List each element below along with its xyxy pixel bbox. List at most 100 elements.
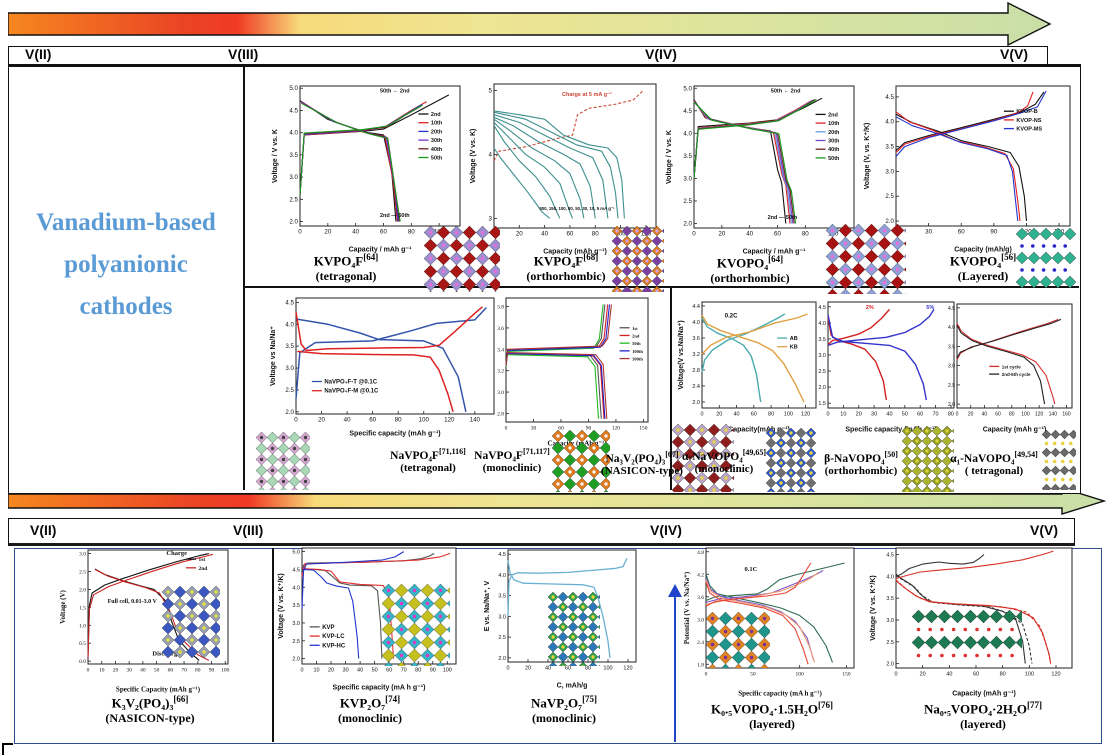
svg-text:30: 30 bbox=[925, 229, 932, 236]
svg-text:60: 60 bbox=[558, 426, 564, 432]
phase-label: (layered) bbox=[749, 717, 795, 732]
svg-text:10th: 10th bbox=[431, 121, 443, 127]
svg-text:150: 150 bbox=[639, 426, 648, 432]
svg-text:4.5: 4.5 bbox=[498, 552, 506, 558]
svg-text:150: 150 bbox=[842, 672, 851, 678]
svg-text:4: 4 bbox=[489, 151, 493, 158]
svg-text:2.0: 2.0 bbox=[683, 220, 692, 227]
svg-text:80: 80 bbox=[1000, 672, 1006, 678]
svg-text:40: 40 bbox=[541, 231, 548, 238]
reference-superscript: [49,65] bbox=[742, 448, 767, 457]
svg-text:50th: 50th bbox=[431, 156, 443, 162]
svg-text:90: 90 bbox=[430, 668, 436, 674]
structure-art bbox=[825, 223, 918, 303]
chart-plot: 0 20 40 60 80 100 120 140 2.0 2.5 3.0 3.5 4.0 4.5 Spec… bbox=[270, 297, 495, 438]
svg-text:0.5: 0.5 bbox=[79, 641, 86, 647]
chart-alpha1-navopo4: 0 20 40 60 80 100 120 140 160 2.0 2.5 3.0 3.5 4.0 4.5 C… bbox=[941, 298, 1078, 434]
chart-kvopo4-64: 0204060801002.02.53.03.54.04.55.0Capacit… bbox=[664, 76, 860, 256]
svg-text:140: 140 bbox=[470, 417, 481, 424]
svg-text:100: 100 bbox=[1021, 412, 1030, 418]
svg-text:2nd: 2nd bbox=[199, 566, 208, 572]
svg-text:4.0: 4.0 bbox=[948, 325, 955, 331]
svg-text:Voltage (V, vs. K⁺/K): Voltage (V, vs. K⁺/K) bbox=[864, 123, 871, 190]
phase-label: (monoclinic) bbox=[532, 711, 596, 726]
svg-text:300th: 300th bbox=[632, 357, 643, 362]
svg-text:20: 20 bbox=[324, 229, 331, 236]
phase-label: (tetragonal) bbox=[400, 461, 456, 474]
svg-text:70: 70 bbox=[401, 668, 407, 674]
corner-mark bbox=[2, 743, 13, 755]
structure-art bbox=[911, 609, 1030, 658]
svg-text:5.0: 5.0 bbox=[292, 550, 300, 556]
svg-text:0: 0 bbox=[300, 668, 303, 674]
title-line-1: Vanadium-based bbox=[36, 209, 216, 236]
svg-text:20: 20 bbox=[718, 231, 725, 238]
formula-label: KVOPO₄[56] bbox=[949, 252, 1017, 269]
svg-text:3: 3 bbox=[489, 215, 493, 222]
structure-art bbox=[705, 611, 772, 678]
oxidation-label-v3-top: V(III) bbox=[228, 46, 259, 62]
caption-navpo4f-monoclinic: NaVPO₄F[71,117] (monoclinic) bbox=[466, 447, 558, 474]
svg-text:5.0: 5.0 bbox=[289, 85, 298, 92]
formula-label: NaVPO₄F[71,116] bbox=[390, 447, 466, 462]
svg-text:40: 40 bbox=[886, 412, 892, 418]
chart-plot: 0 10 20 30 40 50 60 70 80 1.5 2.0 2.5 3.0 3.5 4.0 4.5 Sp… bbox=[818, 301, 955, 434]
svg-text:4.5: 4.5 bbox=[886, 553, 894, 559]
svg-text:Voltage / V vs. K: Voltage / V vs. K bbox=[666, 130, 673, 184]
svg-text:3.6: 3.6 bbox=[692, 336, 700, 342]
svg-text:3.2: 3.2 bbox=[692, 352, 700, 358]
svg-text:0: 0 bbox=[705, 672, 708, 678]
svg-text:40: 40 bbox=[140, 668, 146, 674]
gradient-arrow-art bbox=[7, 1, 1052, 47]
formula-label: NaVP₂O₇[75] bbox=[530, 694, 598, 711]
svg-text:0.1C: 0.1C bbox=[744, 566, 757, 573]
formula-label: α-NaVOPO₄[49,65] bbox=[681, 448, 767, 463]
svg-text:Capacity (mAh/g): Capacity (mAh/g) bbox=[954, 247, 1012, 254]
svg-text:4.5: 4.5 bbox=[948, 306, 955, 312]
svg-text:2.0: 2.0 bbox=[948, 402, 955, 408]
chart-plot: 0 30 60 90 120 150 2.8 3.0 3.2 3.4 3.6 3.8 Capacity … bbox=[497, 297, 649, 448]
svg-text:20: 20 bbox=[716, 412, 722, 418]
svg-text:2nd — 50th: 2nd — 50th bbox=[380, 213, 410, 219]
svg-text:120: 120 bbox=[612, 426, 621, 432]
svg-text:10: 10 bbox=[840, 412, 846, 418]
svg-text:3.0: 3.0 bbox=[683, 175, 692, 182]
crystal-structure-kvopo4-56 bbox=[1015, 227, 1077, 290]
svg-text:Voltage (V vs. K⁺/K): Voltage (V vs. K⁺/K) bbox=[278, 573, 285, 638]
svg-text:NaVPO₄F-T @0.1C: NaVPO₄F-T @0.1C bbox=[324, 380, 377, 386]
svg-text:Capacity (mAh g⁻¹): Capacity (mAh g⁻¹) bbox=[543, 249, 607, 256]
svg-text:3.6: 3.6 bbox=[497, 326, 504, 332]
svg-text:20: 20 bbox=[525, 666, 531, 672]
oxidation-label-v5-bottom: V(V) bbox=[1030, 522, 1058, 538]
svg-text:50th: 50th bbox=[632, 341, 641, 346]
svg-text:4.0: 4.0 bbox=[289, 130, 298, 137]
blue-divider-arrowhead-icon bbox=[668, 584, 682, 597]
svg-text:4.0: 4.0 bbox=[285, 321, 294, 328]
svg-text:3.6: 3.6 bbox=[697, 595, 704, 601]
svg-text:20: 20 bbox=[328, 668, 334, 674]
reference-superscript: [77] bbox=[1027, 700, 1043, 710]
caption-beta-navopo4: β-NaVOPO₄[50] (orthorhombic) bbox=[814, 450, 908, 477]
svg-text:0: 0 bbox=[294, 417, 298, 424]
chart-plot: 0204060801002.02.53.03.54.04.55.0Capacit… bbox=[666, 85, 855, 256]
svg-text:3.5: 3.5 bbox=[289, 152, 298, 159]
svg-text:3.5: 3.5 bbox=[285, 343, 294, 350]
svg-text:5.0: 5.0 bbox=[683, 85, 692, 92]
oxidation-label-v3-bottom: V(III) bbox=[233, 522, 264, 538]
caption-alpha-navopo4: α-NaVOPO₄[49,65] (monoclinic) bbox=[678, 448, 770, 475]
divider-row1-row2 bbox=[243, 286, 1079, 288]
svg-text:3.8: 3.8 bbox=[497, 305, 504, 311]
crystal-structure-kvopo4-64 bbox=[825, 223, 918, 303]
phase-label: (NASICON-type) bbox=[105, 711, 195, 726]
caption-kvpo4f-68: KVPO₄F[68] (orthorhombic) bbox=[498, 252, 634, 284]
svg-text:60: 60 bbox=[958, 229, 965, 236]
gradient-arrow-top bbox=[7, 1, 1052, 47]
svg-text:40: 40 bbox=[545, 666, 551, 672]
title-line-3: cathodes bbox=[79, 293, 173, 320]
svg-text:2.0: 2.0 bbox=[498, 656, 506, 662]
caption-navpo4f-tetragonal: NaVPO₄F[71,116] (tetragonal) bbox=[384, 447, 472, 474]
phase-label: (monoclinic) bbox=[338, 711, 402, 726]
svg-text:0: 0 bbox=[826, 412, 829, 418]
svg-text:90: 90 bbox=[990, 229, 997, 236]
svg-text:4.5: 4.5 bbox=[683, 108, 692, 115]
